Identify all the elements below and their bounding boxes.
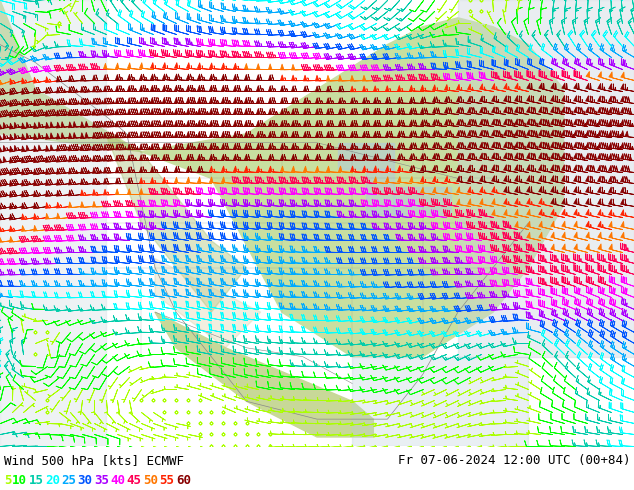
Polygon shape bbox=[0, 0, 564, 357]
Text: 30: 30 bbox=[77, 474, 93, 487]
Polygon shape bbox=[155, 259, 261, 348]
Text: 50: 50 bbox=[143, 474, 158, 487]
Text: 45: 45 bbox=[127, 474, 142, 487]
Polygon shape bbox=[155, 312, 373, 437]
Polygon shape bbox=[106, 134, 247, 312]
Text: 60: 60 bbox=[176, 474, 191, 487]
Text: 5: 5 bbox=[4, 474, 11, 487]
Polygon shape bbox=[458, 0, 634, 357]
Text: Wind 500 hPa [kts] ECMWF: Wind 500 hPa [kts] ECMWF bbox=[4, 454, 184, 467]
Polygon shape bbox=[394, 187, 451, 214]
Text: 10: 10 bbox=[12, 474, 27, 487]
Polygon shape bbox=[353, 357, 528, 446]
Text: 40: 40 bbox=[110, 474, 126, 487]
Text: 55: 55 bbox=[160, 474, 174, 487]
Text: 20: 20 bbox=[45, 474, 60, 487]
Polygon shape bbox=[338, 143, 394, 170]
Polygon shape bbox=[366, 170, 394, 214]
Text: 25: 25 bbox=[61, 474, 76, 487]
Text: 35: 35 bbox=[94, 474, 109, 487]
Text: 15: 15 bbox=[29, 474, 43, 487]
Text: Fr 07-06-2024 12:00 UTC (00+84): Fr 07-06-2024 12:00 UTC (00+84) bbox=[398, 454, 630, 467]
Polygon shape bbox=[0, 0, 106, 446]
